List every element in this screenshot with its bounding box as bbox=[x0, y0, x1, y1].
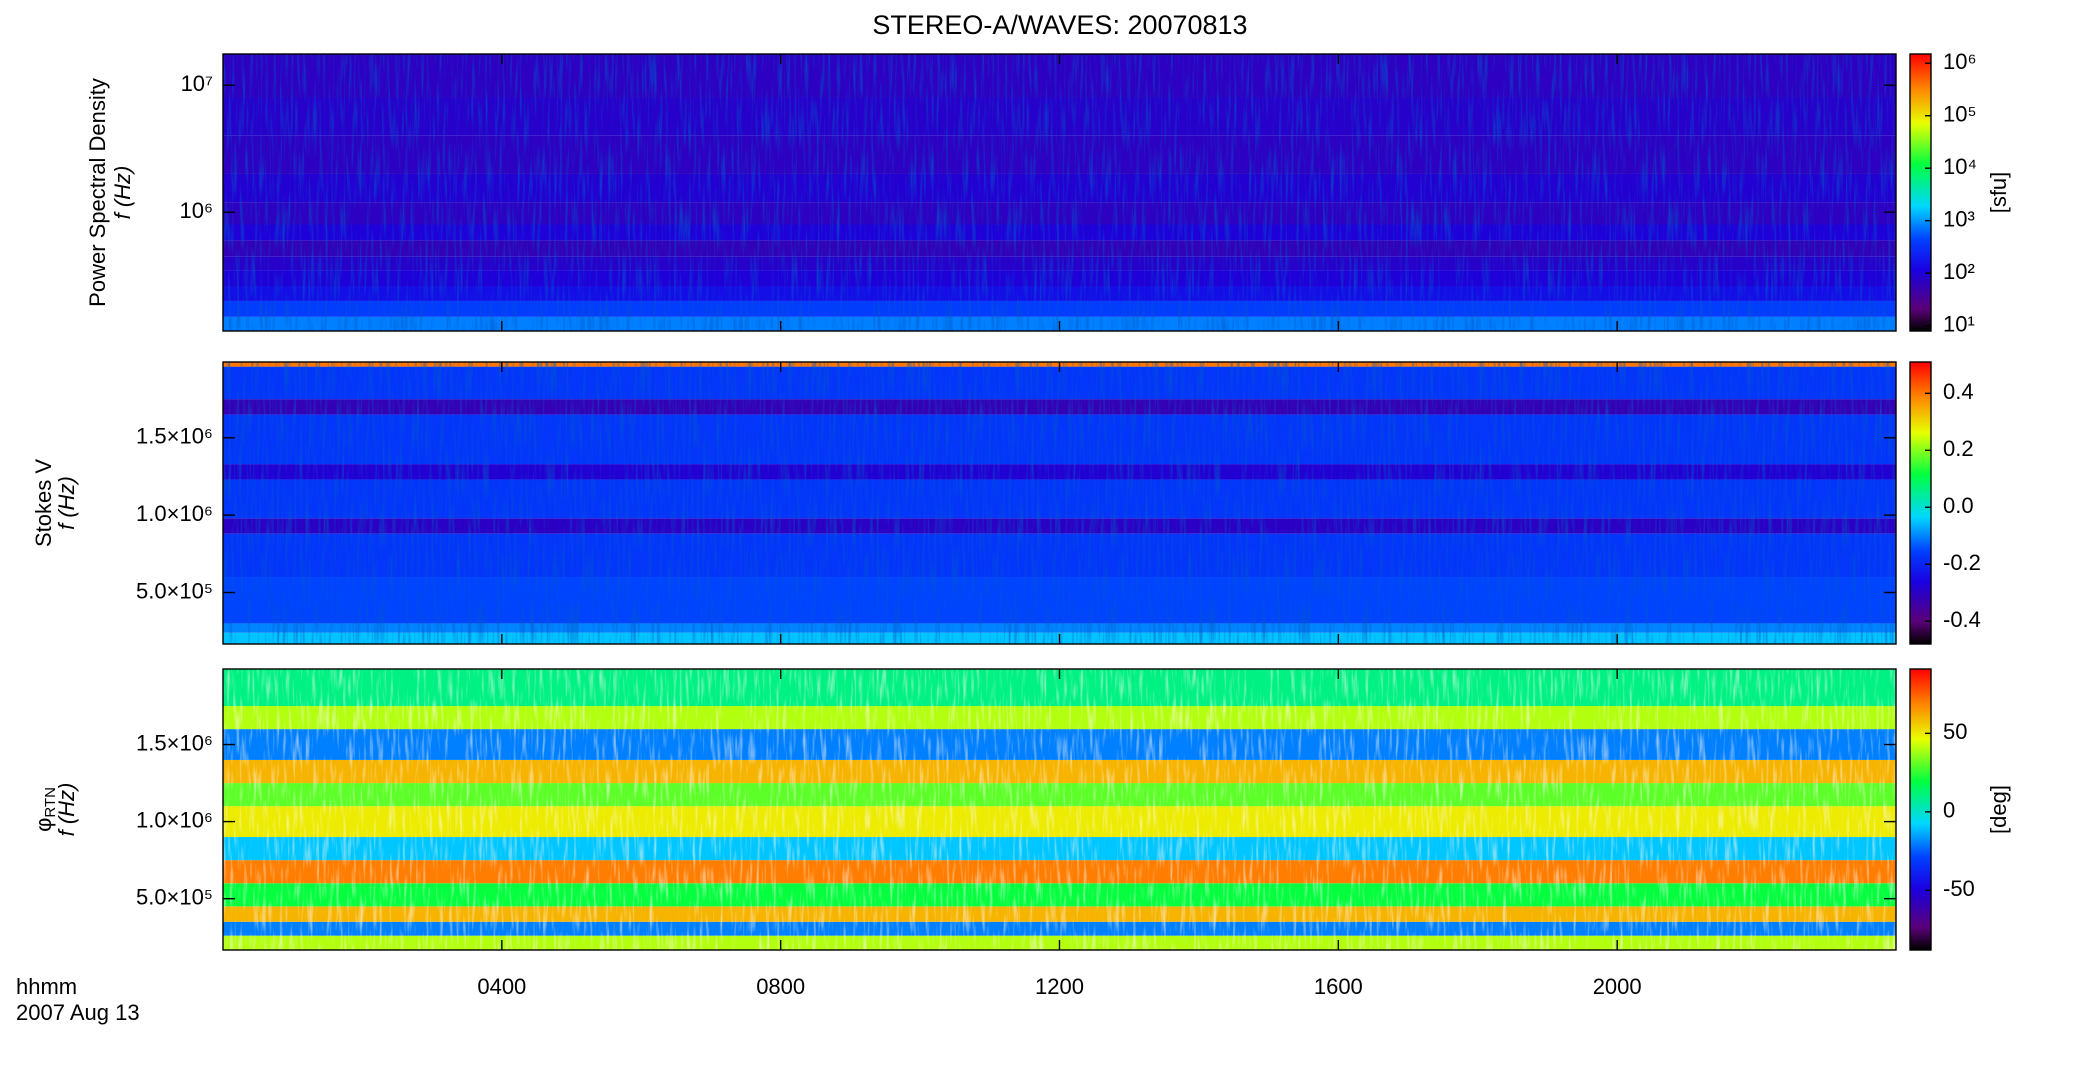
y-axis-label-2: f (Hz) bbox=[54, 783, 79, 837]
x-tick-label: 0400 bbox=[477, 974, 526, 999]
colorbar bbox=[1910, 669, 1931, 950]
colorbar-frame bbox=[1909, 668, 1932, 951]
x-tick-label: 0800 bbox=[756, 974, 805, 999]
colorbar-tick-label: -0.4 bbox=[1943, 607, 1981, 632]
colorbar-frame bbox=[1909, 361, 1932, 645]
texture bbox=[223, 54, 1896, 331]
y-tick-label: 10⁷ bbox=[181, 71, 213, 96]
colorbar-frame bbox=[1909, 53, 1932, 332]
colorbar-tick-label: 10⁵ bbox=[1943, 102, 1977, 127]
x-tick-label: 1200 bbox=[1035, 974, 1084, 999]
y-tick-label: 1.5×10⁶ bbox=[136, 424, 213, 449]
colorbar-tick-label: 10³ bbox=[1943, 206, 1975, 231]
colorbar-tick-label: 10⁴ bbox=[1943, 154, 1977, 179]
x-tick-label: 2000 bbox=[1593, 974, 1642, 999]
y-tick-label: 10⁶ bbox=[179, 198, 213, 223]
x-tick-label: 1600 bbox=[1314, 974, 1363, 999]
colorbar-tick-label: 10⁶ bbox=[1943, 49, 1977, 74]
colorbar-tick-label: 0.0 bbox=[1943, 493, 1974, 518]
y-axis-label-text: φ bbox=[31, 818, 56, 832]
colorbar-label: [sfu] bbox=[1986, 172, 2011, 214]
colorbar-tick-label: 10¹ bbox=[1943, 311, 1975, 336]
chart-title: STEREO-A/WAVES: 20070813 bbox=[872, 10, 1247, 40]
colorbar bbox=[1910, 362, 1931, 644]
y-axis-label-2: f (Hz) bbox=[54, 476, 79, 530]
colorbar bbox=[1910, 54, 1931, 331]
y-tick-label: 1.0×10⁶ bbox=[136, 807, 213, 832]
x-axis-label: hhmm bbox=[16, 974, 77, 999]
y-tick-label: 1.0×10⁶ bbox=[136, 501, 213, 526]
y-tick-label: 1.5×10⁶ bbox=[136, 730, 213, 755]
y-axis-label: Stokes V bbox=[31, 459, 56, 547]
colorbar-label: [deg] bbox=[1986, 785, 2011, 834]
y-tick-label: 5.0×10⁵ bbox=[136, 884, 213, 909]
y-axis-label-sub: RTN bbox=[42, 787, 59, 818]
y-axis-label-2: f (Hz) bbox=[110, 166, 135, 220]
y-axis-label: Power Spectral Density bbox=[85, 78, 110, 307]
y-axis-label-text: Stokes V bbox=[31, 459, 56, 547]
colorbar-tick-label: 0.4 bbox=[1943, 379, 1974, 404]
texture bbox=[223, 669, 1896, 950]
colorbar-tick-label: 50 bbox=[1943, 719, 1967, 744]
x-axis-sublabel: 2007 Aug 13 bbox=[16, 1000, 140, 1025]
colorbar-tick-label: 0 bbox=[1943, 798, 1955, 823]
y-tick-label: 5.0×10⁵ bbox=[136, 578, 213, 603]
y-axis-label: φRTN bbox=[31, 787, 59, 832]
y-axis-label-text: Power Spectral Density bbox=[85, 78, 110, 307]
colorbar-tick-label: -50 bbox=[1943, 876, 1975, 901]
colorbar-tick-label: -0.2 bbox=[1943, 550, 1981, 575]
texture bbox=[223, 362, 1896, 644]
colorbar-tick-label: 0.2 bbox=[1943, 436, 1974, 461]
colorbar-tick-label: 10² bbox=[1943, 259, 1975, 284]
